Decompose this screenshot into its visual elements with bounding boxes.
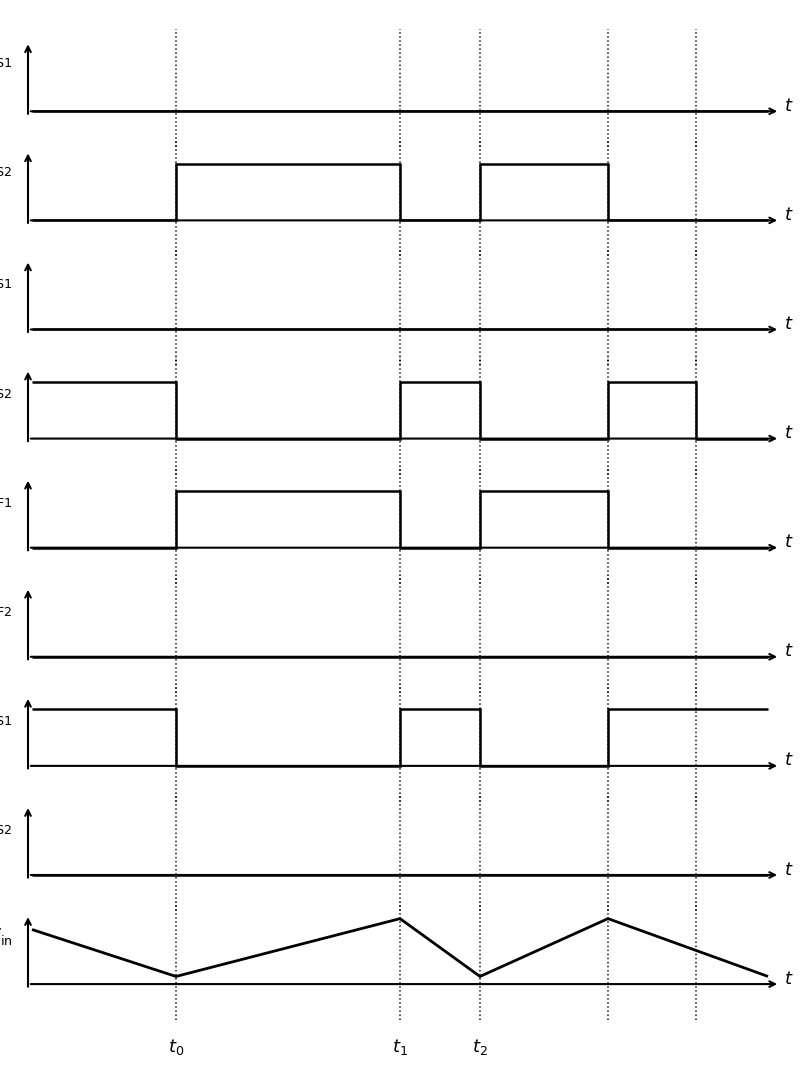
Text: $i_{\rm in}$: $i_{\rm in}$	[0, 925, 12, 947]
Text: $t$: $t$	[784, 643, 794, 660]
Text: $t$: $t$	[784, 752, 794, 769]
Text: $v_{\rm DF1}$: $v_{\rm DF1}$	[0, 491, 12, 508]
Text: $t$: $t$	[784, 315, 794, 333]
Text: $t$: $t$	[784, 97, 794, 115]
Text: $v_{\rm dsS2}$: $v_{\rm dsS2}$	[0, 382, 12, 399]
Text: $v_{\rm DS2}$: $v_{\rm DS2}$	[0, 818, 12, 836]
Text: $v_{\rm dsS1}$: $v_{\rm dsS1}$	[0, 273, 12, 290]
Text: $t$: $t$	[784, 970, 794, 987]
Text: $t_2$: $t_2$	[472, 1038, 488, 1057]
Text: $v_{\rm DS1}$: $v_{\rm DS1}$	[0, 709, 12, 727]
Text: $t$: $t$	[784, 861, 794, 878]
Text: $t$: $t$	[784, 533, 794, 551]
Text: $v_{\rm gsS2}$: $v_{\rm gsS2}$	[0, 163, 12, 182]
Text: $t_0$: $t_0$	[168, 1038, 184, 1057]
Text: $t$: $t$	[784, 424, 794, 442]
Text: $v_{\rm gsS1}$: $v_{\rm gsS1}$	[0, 53, 12, 73]
Text: $t$: $t$	[784, 206, 794, 224]
Text: $v_{\rm DF2}$: $v_{\rm DF2}$	[0, 600, 12, 618]
Text: $t_1$: $t_1$	[392, 1038, 408, 1057]
